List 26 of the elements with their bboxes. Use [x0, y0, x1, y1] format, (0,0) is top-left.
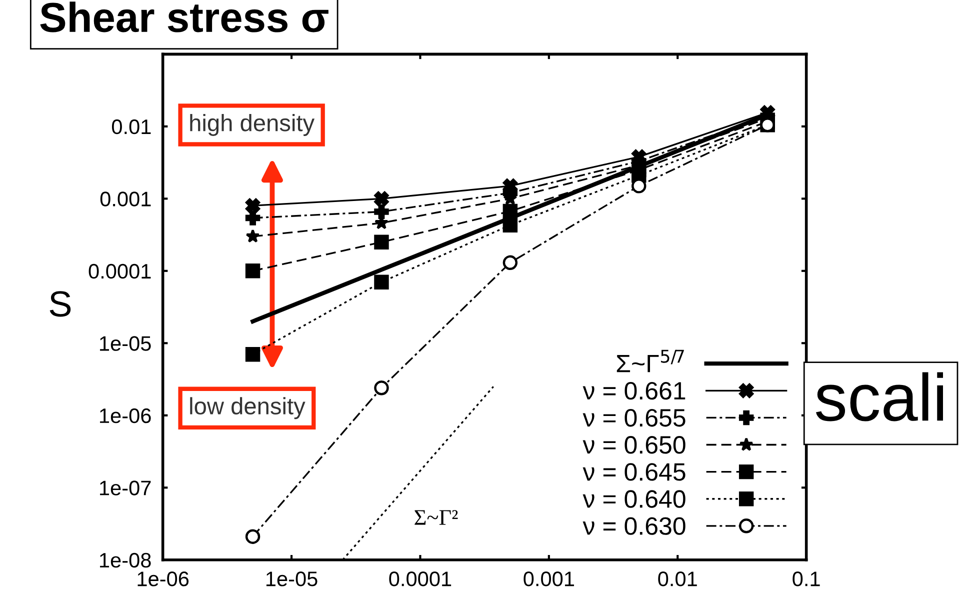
- y-tick-label: 1e-08: [100, 552, 151, 568]
- annotation: Σ~Γ²: [414, 510, 458, 525]
- text: scali: [816, 372, 944, 422]
- x-tick-label: 1e-06: [138, 572, 189, 586]
- x-tick-label: 0.1: [792, 572, 820, 586]
- y-axis-title: S: [50, 291, 71, 317]
- x-tick-label: 1e-05: [266, 572, 318, 586]
- y-tick-label: 0.01: [112, 119, 151, 134]
- legend-label: ν = 0.655: [582, 408, 686, 427]
- y-tick-label: 0.0001: [88, 264, 151, 279]
- x-tick-label: 0.01: [658, 572, 697, 586]
- legend-label: Σ~Γ$^{5/7}$: [616, 350, 684, 372]
- x-tick-label: 0.0001: [389, 572, 452, 586]
- annotation: high density: [190, 114, 315, 136]
- annotation: low density: [190, 397, 306, 420]
- legend-label: ν = 0.640: [582, 490, 686, 508]
- legend-label: ν = 0.661: [582, 382, 686, 400]
- y-tick-label: 0.001: [100, 192, 151, 206]
- chart-title: Shear stress σ: [40, 2, 328, 32]
- y-tick-label: 1e-06: [100, 408, 151, 424]
- legend-label: ν = 0.650: [582, 436, 686, 454]
- x-tick-label: 0.001: [524, 572, 574, 586]
- legend-label: ν = 0.630: [582, 517, 686, 535]
- legend-label: ν = 0.645: [582, 463, 686, 481]
- y-tick-label: 1e-05: [100, 336, 151, 351]
- y-tick-label: 1e-07: [100, 480, 151, 496]
